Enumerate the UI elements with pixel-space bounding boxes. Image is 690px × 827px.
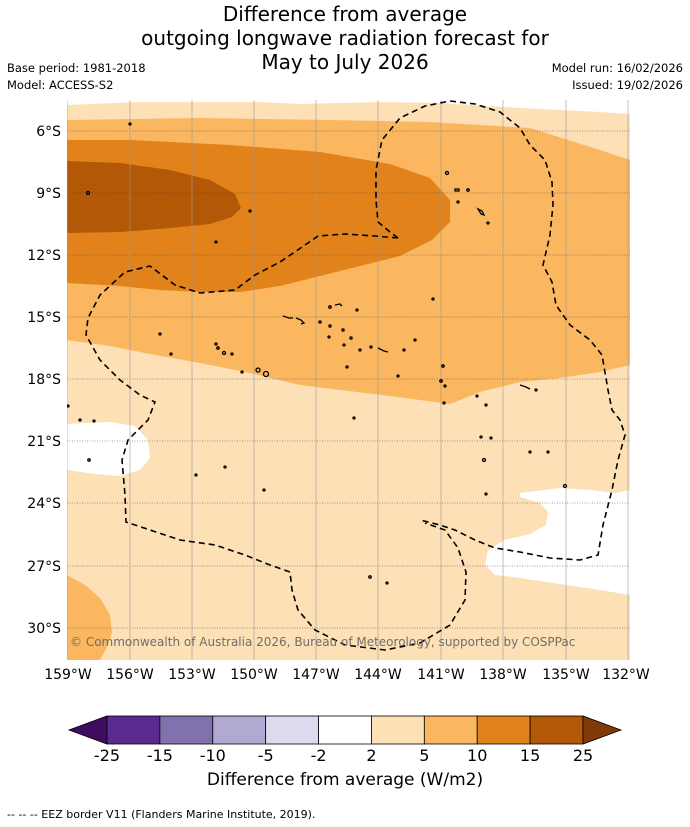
eez-border-line-2 — [85, 233, 467, 651]
colorbar-tick: 5 — [419, 746, 429, 765]
colorbar-tick: 15 — [520, 746, 540, 765]
issued-date: Issued: 19/02/2026 — [572, 78, 683, 92]
lat-label: 6°S — [36, 124, 61, 140]
lon-label: 150°W — [230, 667, 278, 683]
lon-label: 132°W — [602, 667, 650, 683]
colorbar-segment — [423, 715, 478, 745]
meta-left: Base period: 1981-2018 Model: ACCESS-S2 — [7, 60, 146, 94]
lat-label: 9°S — [36, 186, 61, 202]
map-plot-area: © Commonwealth of Australia 2026, Bureau… — [67, 100, 630, 660]
colorbar-arrow-max — [582, 715, 623, 745]
map-title: Difference from average outgoing longwav… — [0, 2, 690, 74]
colorbar-tick: -25 — [94, 746, 120, 765]
map-copyright: © Commonwealth of Australia 2026, Bureau… — [70, 635, 575, 649]
lon-label: 147°W — [292, 667, 340, 683]
colorbar-segment — [371, 715, 425, 745]
eez-border-line — [375, 100, 626, 561]
base-period: Base period: 1981-2018 — [7, 61, 146, 75]
contour-5-10-southwest — [67, 575, 112, 660]
model-name: Model: ACCESS-S2 — [7, 78, 114, 92]
lon-label: 138°W — [479, 667, 527, 683]
lat-label: 12°S — [27, 248, 61, 264]
colorbar-tick: 10 — [467, 746, 487, 765]
colorbar-segment — [476, 715, 531, 745]
title-line-3: May to July 2026 — [261, 50, 429, 74]
colorbar-arrow-min — [67, 715, 108, 745]
lat-axis-labels: 6°S 9°S 12°S 15°S 18°S 21°S 24°S 27°S 30… — [27, 124, 61, 637]
lon-axis-labels: 159°W 156°W 153°W 150°W 147°W 144°W 141°… — [44, 667, 650, 683]
colorbar-tick: -15 — [147, 746, 173, 765]
colorbar-tick: -5 — [258, 746, 274, 765]
lon-label: 159°W — [44, 667, 92, 683]
colorbar-segment — [212, 715, 267, 745]
contour-15-25 — [67, 161, 241, 233]
colorbar-tick-labels: -25 -15 -10 -5 -2 2 5 10 15 25 — [94, 746, 593, 765]
lat-label: 30°S — [27, 621, 61, 637]
lat-label: 27°S — [27, 559, 61, 575]
colorbar-tick: 25 — [573, 746, 593, 765]
colorbar-segment — [159, 715, 214, 745]
colorbar-segment — [106, 715, 161, 745]
title-line-1: Difference from average — [222, 2, 468, 26]
colorbar-title: Difference from average (W/m2) — [206, 770, 484, 790]
colorbar — [67, 715, 623, 745]
lon-label: 156°W — [106, 667, 154, 683]
lat-label: 21°S — [27, 434, 61, 450]
title-line-2: outgoing longwave radiation forecast for — [141, 26, 549, 50]
colorbar-segment — [318, 715, 372, 745]
lon-label: 153°W — [168, 667, 216, 683]
colorbar-tick: -2 — [311, 746, 327, 765]
lat-label: 15°S — [27, 310, 61, 326]
islands — [67, 122, 568, 585]
lat-label: 24°S — [27, 496, 61, 512]
lat-label: 18°S — [27, 372, 61, 388]
model-run: Model run: 16/02/2026 — [551, 61, 683, 75]
colorbar-tick: 2 — [366, 746, 376, 765]
lon-label: 141°W — [417, 667, 465, 683]
eez-footnote: -- -- -- EEZ border V11 (Flanders Marine… — [7, 808, 316, 821]
contour-white-west — [67, 422, 150, 476]
colorbar-tick: -10 — [200, 746, 226, 765]
lon-label: 144°W — [354, 667, 402, 683]
lon-label: 135°W — [542, 667, 590, 683]
colorbar-segment — [529, 715, 584, 745]
colorbar-segment — [265, 715, 319, 745]
map-figure: © Commonwealth of Australia 2026, Bureau… — [27, 100, 650, 765]
meta-right: Model run: 16/02/2026 Issued: 19/02/2026 — [552, 60, 683, 94]
